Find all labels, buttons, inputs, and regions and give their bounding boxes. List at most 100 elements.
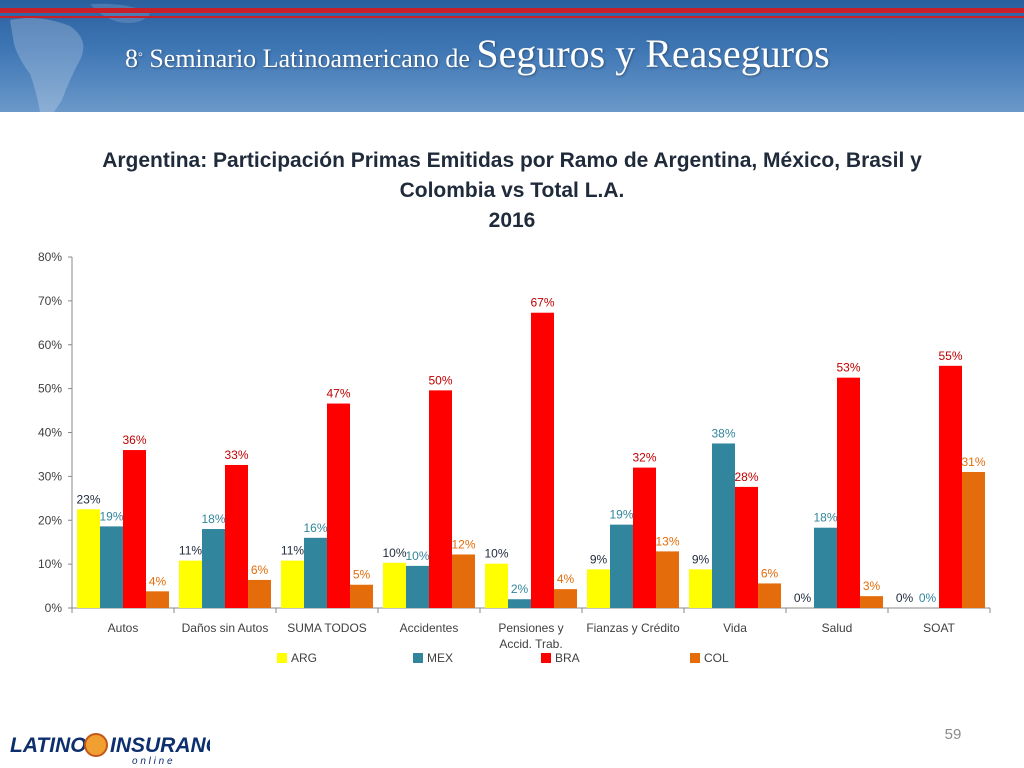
data-label-bra: 28% — [734, 470, 758, 484]
bar-arg — [179, 560, 202, 608]
data-label-mex: 16% — [303, 521, 327, 535]
data-label-bra: 67% — [530, 296, 554, 310]
bar-bra — [837, 377, 860, 608]
legend-swatch-bra — [541, 653, 551, 663]
bar-bra — [123, 450, 146, 608]
data-label-arg: 11% — [281, 544, 304, 558]
data-label-arg: 9% — [692, 552, 710, 566]
bar-arg — [383, 562, 406, 608]
bar-bra — [531, 312, 554, 608]
data-label-bra: 55% — [938, 349, 962, 363]
x-category-label: SOAT — [923, 621, 955, 635]
bar-bra — [939, 365, 962, 608]
data-label-mex: 18% — [201, 512, 225, 526]
bar-chart: 0% 10% 20% 30% 40% 50% 60% 70% 80% Autos Daños sin… — [38, 250, 991, 665]
bar-mex — [814, 527, 837, 608]
data-label-col: 4% — [149, 574, 167, 588]
data-label-col: 3% — [863, 579, 881, 593]
seminar-edition-sup: ° — [138, 49, 143, 64]
data-label-arg: 0% — [794, 591, 812, 605]
data-label-mex: 18% — [813, 511, 837, 525]
banner-red-stripe-thin — [0, 16, 1024, 18]
bar-mex — [406, 565, 429, 608]
bar-bra — [735, 486, 758, 608]
x-category-label: Fianzas y Crédito — [586, 621, 680, 635]
chart-title-line-1: Argentina: Participación Primas Emitidas… — [102, 149, 922, 172]
bar-col — [350, 584, 373, 608]
data-label-col: 13% — [655, 534, 679, 548]
logo-latino-text: LATINO — [10, 734, 87, 757]
latino-insurance-logo: LATINO INSURANCE o n l i n e — [10, 733, 210, 766]
bar-col — [962, 471, 985, 608]
bar-col — [554, 589, 577, 608]
data-label-bra: 47% — [326, 387, 350, 401]
y-tick-label: 80% — [38, 250, 62, 264]
x-category-label: Accid. Trab. — [499, 637, 562, 651]
bar-arg — [587, 569, 610, 608]
legend-label-arg: ARG — [291, 651, 317, 665]
bar-arg — [77, 509, 100, 608]
legend-label-col: COL — [704, 651, 729, 665]
y-tick-label: 10% — [38, 557, 62, 571]
legend-label-mex: MEX — [427, 651, 453, 665]
bar-col — [248, 579, 271, 608]
bar-bra — [225, 464, 248, 608]
data-label-col: 31% — [961, 455, 985, 469]
seminar-title-pre: Seminario Latinoamericano de — [142, 44, 477, 73]
data-label-arg: 0% — [896, 591, 914, 605]
seminar-edition: 8 — [125, 44, 138, 73]
data-label-bra: 50% — [428, 373, 452, 387]
legend-swatch-mex — [413, 653, 423, 663]
data-label-arg: 10% — [484, 547, 508, 561]
bar-bra — [429, 390, 452, 608]
data-label-col: 4% — [557, 572, 575, 586]
data-label-bra: 53% — [836, 361, 860, 375]
data-label-arg: 10% — [382, 546, 406, 560]
x-category-label: Accidentes — [400, 621, 459, 635]
x-category-label: Vida — [723, 621, 747, 635]
data-label-mex: 0% — [919, 591, 937, 605]
legend-swatch-arg — [277, 653, 287, 663]
y-tick-label: 70% — [38, 294, 62, 308]
bar-mex — [712, 443, 735, 608]
bar-mex — [202, 529, 225, 608]
data-label-bra: 36% — [122, 433, 146, 447]
chart-title: Argentina: Participación Primas Emitidas… — [40, 146, 984, 236]
chart-title-line-3: 2016 — [488, 209, 536, 232]
bar-mex — [610, 524, 633, 608]
data-label-mex: 2% — [511, 582, 529, 596]
bar-col — [452, 554, 475, 608]
data-label-col: 5% — [353, 568, 371, 582]
bar-col — [758, 583, 781, 608]
x-category-label: Autos — [108, 621, 139, 635]
bar-bra — [327, 403, 350, 608]
seminar-title: 8° Seminario Latinoamericano de Seguros … — [125, 30, 830, 77]
page-number: 59 — [944, 726, 962, 743]
banner-red-stripe — [0, 8, 1024, 13]
bar-col — [656, 551, 679, 608]
y-tick-label: 60% — [38, 338, 62, 352]
legend-swatch-col — [690, 653, 700, 663]
data-label-mex: 19% — [99, 509, 123, 523]
data-label-arg: 23% — [76, 492, 100, 506]
x-category-label: Salud — [822, 621, 853, 635]
x-category-label: Daños sin Autos — [182, 621, 269, 635]
y-tick-label: 50% — [38, 382, 62, 396]
data-label-bra: 32% — [632, 451, 656, 465]
bar-arg — [281, 560, 304, 608]
x-category-label: SUMA TODOS — [287, 621, 367, 635]
seminar-title-main: Seguros y Reaseguros — [476, 31, 830, 76]
bar-arg — [689, 569, 712, 608]
legend-label-bra: BRA — [555, 651, 580, 665]
bar-mex — [508, 599, 531, 608]
header-banner: 8° Seminario Latinoamericano de Seguros … — [0, 0, 1024, 112]
data-label-mex: 19% — [609, 508, 633, 522]
logo-globe-icon — [84, 733, 108, 757]
data-label-arg: 9% — [590, 552, 608, 566]
data-label-col: 12% — [451, 537, 475, 551]
logo-insurance-text: INSURANCE — [110, 734, 210, 757]
data-label-bra: 33% — [224, 448, 248, 462]
data-label-mex: 10% — [405, 549, 429, 563]
bar-col — [860, 596, 883, 608]
data-label-arg: 11% — [179, 544, 202, 558]
